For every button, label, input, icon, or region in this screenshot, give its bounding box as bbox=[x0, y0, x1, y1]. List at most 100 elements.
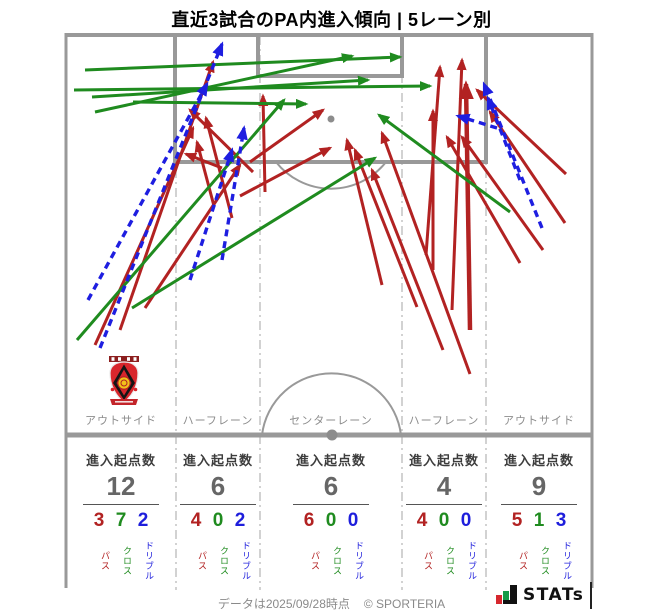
arrow-pass bbox=[194, 139, 216, 207]
pass-count: 5 bbox=[511, 510, 523, 531]
metric-label: 進入起点数 bbox=[503, 453, 574, 468]
lane-label: センターレーン bbox=[289, 415, 373, 427]
dribble-count: 0 bbox=[460, 510, 472, 531]
metric-label: 進入起点数 bbox=[295, 453, 366, 468]
crest-ball bbox=[117, 376, 131, 390]
breakdown-labels: パス クロス ドリブル bbox=[396, 533, 492, 589]
cross-count: 0 bbox=[212, 510, 224, 531]
penalty-spot bbox=[327, 115, 335, 123]
arrow-pass bbox=[370, 167, 445, 351]
dribble-label: ドリブル bbox=[354, 541, 364, 581]
pitch-lines bbox=[64, 33, 594, 588]
goal-area bbox=[256, 35, 404, 78]
entry-count: 9 bbox=[531, 471, 547, 501]
lane-stats-outside-left: アウトサイド 進入起点数 12 3 7 2 パス クロス ドリブル bbox=[73, 414, 169, 589]
arrow-dribble bbox=[98, 41, 224, 349]
arrow-cross bbox=[91, 75, 371, 99]
brand-wordmark: STATs bbox=[523, 585, 585, 605]
arrow-cross bbox=[131, 156, 378, 310]
divider-rule bbox=[501, 504, 577, 505]
cross-count: 0 bbox=[325, 510, 337, 531]
arrow-pass bbox=[118, 59, 215, 331]
breakdown-labels: パス クロス ドリブル bbox=[170, 533, 266, 589]
pass-count: 4 bbox=[190, 510, 202, 531]
breakdown-numbers: 6 0 0 bbox=[283, 510, 379, 531]
dribble-label: ドリブル bbox=[467, 541, 477, 581]
arrow-pass bbox=[458, 80, 474, 331]
lane-label: アウトサイド bbox=[503, 415, 575, 427]
arrow-pass bbox=[143, 162, 242, 309]
metric-label: 進入起点数 bbox=[182, 453, 253, 468]
entry-count: 12 bbox=[106, 471, 136, 501]
lane-dividers bbox=[175, 36, 487, 590]
arrow-dribble bbox=[86, 81, 209, 301]
divider-rule bbox=[180, 504, 256, 505]
breakdown-numbers: 4 0 2 bbox=[170, 510, 266, 531]
arrow-pass bbox=[188, 108, 255, 174]
arrow-dribble bbox=[220, 125, 248, 261]
dribble-count: 2 bbox=[234, 510, 246, 531]
pass-label: パス bbox=[197, 551, 207, 571]
arrow-pass bbox=[445, 134, 522, 264]
cross-label: クロス bbox=[332, 546, 342, 576]
divider-rule bbox=[293, 504, 369, 505]
lane-label: ハーフレーン bbox=[408, 415, 480, 427]
cross-label: クロス bbox=[445, 546, 455, 576]
arrow-pass bbox=[239, 146, 333, 198]
dribble-label: ドリブル bbox=[144, 541, 154, 581]
arrow-dribble bbox=[188, 147, 234, 281]
cross-count: 0 bbox=[438, 510, 450, 531]
pass-label: パス bbox=[518, 551, 528, 571]
arrow-pass bbox=[258, 93, 269, 193]
entry-arrows bbox=[73, 41, 568, 375]
pass-label: パス bbox=[423, 551, 433, 571]
cross-label: クロス bbox=[219, 546, 229, 576]
arrow-pass bbox=[93, 125, 195, 346]
page-title: 直近3試合のPA内進入傾向 | 5レーン別 bbox=[171, 10, 492, 30]
cross-count: 1 bbox=[533, 510, 545, 531]
footer: データは2025/09/28時点 © SPORTERIA bbox=[0, 595, 663, 611]
sporteria-stats-logo: STATs bbox=[494, 582, 594, 610]
dribble-label: ドリブル bbox=[562, 541, 572, 581]
cross-label: クロス bbox=[122, 546, 132, 576]
dribble-count: 2 bbox=[137, 510, 149, 531]
breakdown-numbers: 4 0 0 bbox=[396, 510, 492, 531]
center-circle-arc bbox=[261, 372, 402, 436]
cross-label: クロス bbox=[540, 546, 550, 576]
lane-stats-half-right: ハーフレーン 進入起点数 4 4 0 0 パス クロス ドリブル bbox=[396, 414, 492, 589]
divider-rule bbox=[83, 504, 159, 505]
arrow-dribble bbox=[486, 95, 522, 181]
lane-label: アウトサイド bbox=[85, 415, 157, 427]
arrow-pass bbox=[344, 137, 384, 286]
data-date-note: データは2025/09/28時点 bbox=[217, 597, 350, 611]
breakdown-numbers: 5 1 3 bbox=[491, 510, 587, 531]
arrow-pass bbox=[450, 57, 467, 311]
bar-chart-icon bbox=[496, 585, 518, 606]
breakdown-numbers: 3 7 2 bbox=[73, 510, 169, 531]
arrow-dribble bbox=[455, 113, 498, 130]
brand-rule bbox=[590, 582, 592, 609]
pass-label: パス bbox=[310, 551, 320, 571]
entry-count: 4 bbox=[436, 471, 452, 501]
arrow-pass bbox=[203, 115, 234, 219]
arrow-cross bbox=[75, 98, 286, 341]
lane-label: ハーフレーン bbox=[182, 415, 254, 427]
arrow-pass bbox=[353, 147, 419, 308]
metric-label: 進入起点数 bbox=[85, 453, 156, 468]
copyright: © SPORTERIA bbox=[363, 597, 446, 611]
arrow-cross bbox=[84, 52, 403, 72]
metric-label: 進入起点数 bbox=[408, 453, 479, 468]
breakdown-labels: パス クロス ドリブル bbox=[491, 533, 587, 589]
pass-count: 4 bbox=[416, 510, 428, 531]
dribble-count: 0 bbox=[347, 510, 359, 531]
entry-count: 6 bbox=[210, 471, 226, 501]
breakdown-labels: パス クロス ドリブル bbox=[73, 533, 169, 589]
arrow-pass bbox=[249, 108, 326, 164]
breakdown-labels: パス クロス ドリブル bbox=[283, 533, 379, 589]
cross-count: 7 bbox=[115, 510, 127, 531]
arrow-pass bbox=[460, 134, 545, 251]
lane-stats-half-left: ハーフレーン 進入起点数 6 4 0 2 パス クロス ドリブル bbox=[170, 414, 266, 589]
team-logo bbox=[109, 356, 139, 405]
